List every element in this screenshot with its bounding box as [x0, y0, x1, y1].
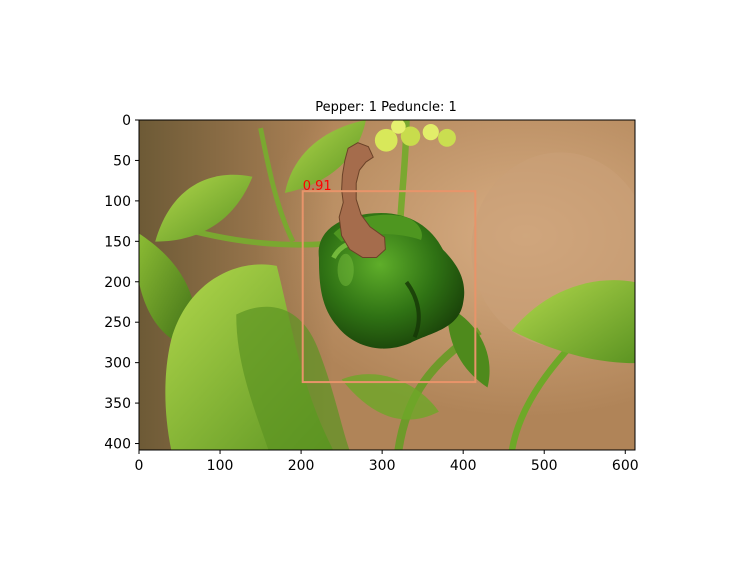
pepper-bounding-box [301, 190, 477, 384]
x-axis: 0 100 200 300 400 500 600 [135, 450, 639, 474]
pepper-photo [139, 120, 635, 450]
x-tick-label: 300 [369, 458, 396, 474]
y-tick-label: 350 [104, 396, 131, 412]
plot-title: Pepper: 1 Peduncle: 1 [315, 100, 457, 115]
y-axis: 0 50 100 150 200 250 300 350 400 [104, 113, 139, 453]
x-tick-label: 500 [531, 458, 558, 474]
x-tick-label: 0 [135, 458, 144, 474]
y-tick-label: 300 [104, 356, 131, 372]
y-tick-label: 150 [104, 234, 131, 250]
detection-score-label: 0.91 [303, 179, 332, 194]
x-tick-label: 600 [612, 458, 639, 474]
y-tick-label: 250 [104, 315, 131, 331]
y-tick-label: 100 [104, 194, 131, 210]
x-tick-label: 200 [288, 458, 315, 474]
y-tick-label: 0 [122, 113, 131, 129]
annotation-overlay: 0.91 [301, 142, 477, 384]
y-tick-label: 200 [104, 275, 131, 291]
peduncle-mask [338, 142, 386, 258]
y-tick-label: 400 [104, 437, 131, 453]
axes-frame [138, 119, 636, 451]
x-tick-label: 400 [450, 458, 477, 474]
y-tick-label: 50 [113, 153, 131, 169]
x-tick-label: 100 [207, 458, 234, 474]
